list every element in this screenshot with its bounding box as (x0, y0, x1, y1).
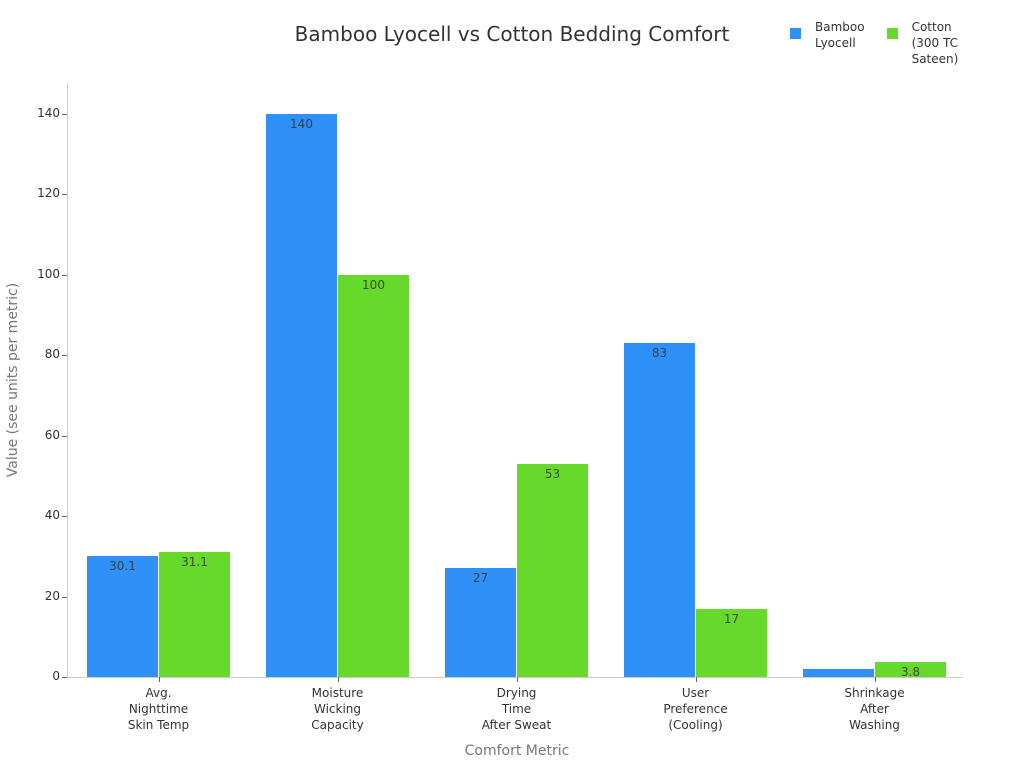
x-tick-label: User Preference (Cooling) (663, 686, 728, 732)
y-tick-label: 80 (44, 347, 60, 362)
x-tick (874, 677, 876, 682)
x-axis-label: Comfort Metric (464, 743, 570, 759)
y-tick-label: 100 (37, 266, 60, 281)
legend-item-cotton[interactable]: Cotton (300 TC Sateen) (886, 19, 959, 67)
y-tick (62, 274, 67, 276)
bar-bamboo[interactable]: 30.1 (87, 555, 158, 677)
x-tick-label: Shrinkage After Washing (844, 686, 905, 732)
bar-value-label: 53 (544, 466, 561, 481)
bar-value-label: 31.1 (181, 554, 208, 569)
legend-swatch-bamboo (790, 28, 801, 39)
x-axis-line (67, 677, 963, 678)
bar-value-label: 17 (723, 611, 740, 626)
x-tick-label: Drying Time After Sweat (481, 686, 552, 732)
x-tick-label: Moisture Wicking Capacity (311, 686, 364, 732)
bar-cotton[interactable]: 3.8 (875, 661, 946, 679)
bar-value-label: 3.8 (900, 664, 921, 679)
legend-label-cotton: Cotton (300 TC Sateen) (911, 20, 959, 66)
y-tick-label: 120 (37, 186, 60, 201)
legend-swatch-cotton (886, 28, 898, 39)
y-tick-label: 60 (44, 427, 60, 442)
x-tick (158, 677, 160, 682)
y-tick (62, 596, 67, 598)
y-axis-line (67, 84, 68, 677)
bar-cotton[interactable]: 100 (338, 274, 409, 677)
y-tick (62, 194, 67, 196)
y-axis-label: Value (see units per metric) (5, 282, 21, 478)
bar-bamboo[interactable]: 83 (624, 343, 695, 677)
bar-value-label: 140 (290, 117, 313, 131)
y-tick (62, 435, 67, 437)
y-tick-label: 0 (52, 669, 60, 683)
x-tick (695, 677, 697, 682)
bar-cotton[interactable]: 53 (517, 463, 588, 677)
y-tick-label: 140 (37, 106, 60, 120)
y-tick (62, 516, 67, 518)
legend-label-bamboo: Bamboo Lyocell (815, 20, 865, 50)
chart-title: Bamboo Lyocell vs Cotton Bedding Comfort (0, 22, 1024, 46)
y-tick-label: 20 (44, 588, 60, 603)
bar-value-label: 83 (651, 346, 668, 361)
x-tick-label: Avg. Nighttime Skin Temp (127, 686, 190, 732)
x-tick (337, 677, 339, 682)
legend-item-bamboo[interactable]: Bamboo Lyocell (790, 19, 865, 67)
bar-bamboo[interactable]: 140 (266, 114, 337, 677)
y-tick (62, 677, 67, 678)
legend: Bamboo Lyocell Cotton (300 TC Sateen) (790, 19, 958, 67)
bar-bamboo[interactable] (803, 668, 874, 677)
bar-cotton[interactable]: 31.1 (159, 551, 230, 677)
bar-value-label: 100 (362, 277, 385, 292)
y-tick (62, 114, 67, 115)
y-tick-label: 40 (44, 508, 60, 523)
bar-bamboo[interactable]: 27 (445, 568, 516, 677)
chart-title-text: Bamboo Lyocell vs Cotton Bedding Comfort (294, 22, 730, 46)
bar-value-label: 30.1 (109, 558, 136, 573)
x-tick (516, 677, 518, 682)
y-tick (62, 355, 67, 357)
bar-cotton[interactable]: 17 (696, 608, 767, 677)
bar-value-label: 27 (472, 571, 489, 586)
